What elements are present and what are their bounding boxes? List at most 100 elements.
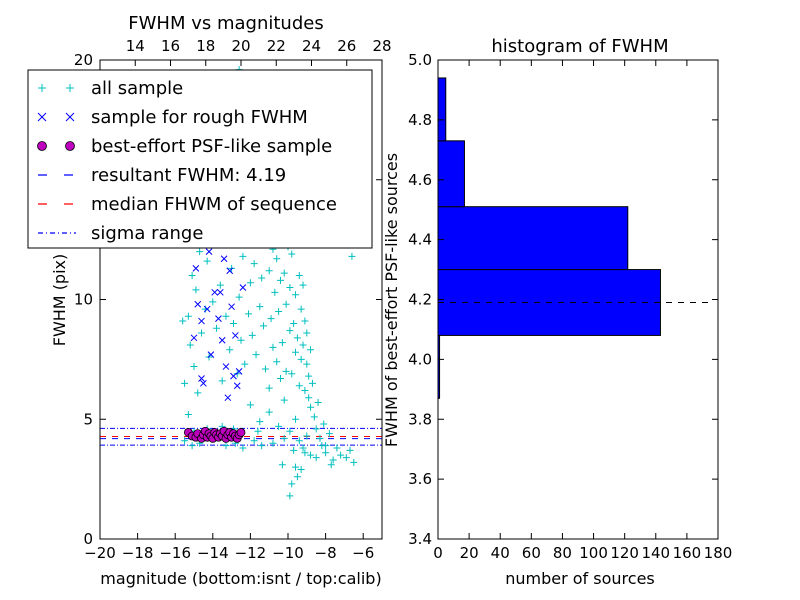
legend-marker-circle xyxy=(37,141,47,151)
rough-sample-point xyxy=(230,372,237,380)
all-sample-point xyxy=(290,319,298,327)
hist-x-tick-label: 180 xyxy=(704,544,733,562)
all-sample-point xyxy=(301,449,309,457)
legend-marker-x xyxy=(65,112,75,122)
all-sample-point xyxy=(254,427,262,435)
all-sample-point xyxy=(292,415,300,423)
all-sample-point xyxy=(222,442,230,450)
hist-y-tick-label: 3.8 xyxy=(408,410,432,428)
rough-sample-point xyxy=(226,267,234,275)
legend-label: resultant FWHM: 4.19 xyxy=(91,165,286,186)
all-sample-point xyxy=(312,454,320,462)
all-sample-point xyxy=(213,324,221,332)
hist-x-tick-label: 140 xyxy=(641,544,670,562)
all-sample-point xyxy=(299,281,307,289)
all-sample-point xyxy=(292,348,300,356)
rough-sample-point xyxy=(215,315,222,323)
legend-entry: sigma range xyxy=(38,223,203,244)
x-tick-label: −14 xyxy=(197,544,229,562)
all-sample-point xyxy=(307,346,315,354)
all-sample-point xyxy=(188,272,196,280)
rough-sample-point xyxy=(207,351,215,358)
hist-x-tick-label: 100 xyxy=(579,544,608,562)
all-sample-point xyxy=(303,329,311,337)
all-sample-point xyxy=(256,418,264,426)
all-sample-point xyxy=(288,480,296,488)
rough-sample-point xyxy=(235,367,243,375)
right-x-axis-label: number of sources xyxy=(505,569,655,588)
all-sample-point xyxy=(280,396,288,404)
rough-sample-point xyxy=(220,255,228,263)
all-sample-point xyxy=(290,446,298,454)
all-sample-point xyxy=(258,442,266,450)
all-sample-point xyxy=(301,387,309,395)
left-chart-title: FWHM vs magnitudes xyxy=(128,13,323,34)
rough-sample-point xyxy=(233,382,241,390)
all-sample-point xyxy=(265,408,273,416)
all-sample-point xyxy=(258,274,266,282)
all-sample-point xyxy=(260,322,268,330)
hist-y-tick-label: 4.6 xyxy=(408,171,432,189)
all-sample-point xyxy=(286,427,294,435)
all-sample-point xyxy=(269,343,277,351)
rough-sample-point xyxy=(190,334,198,342)
all-sample-point xyxy=(237,336,245,344)
all-sample-point xyxy=(293,334,301,342)
right-chart-title: histogram of FWHM xyxy=(491,36,668,57)
all-sample-point xyxy=(308,379,316,387)
all-sample-point xyxy=(181,379,189,387)
legend-box xyxy=(27,69,373,249)
legend-entry: resultant FWHM: 4.19 xyxy=(38,165,286,186)
all-sample-point xyxy=(329,456,337,464)
hist-y-tick-label: 4.4 xyxy=(408,231,432,249)
x-tick-label: −18 xyxy=(122,544,154,562)
hist-x-tick-label: 20 xyxy=(460,544,479,562)
legend-label: best-effort PSF-like sample xyxy=(91,136,332,157)
all-sample-point xyxy=(327,461,335,469)
all-sample-point xyxy=(314,398,322,406)
all-sample-point xyxy=(252,351,260,359)
rough-sample-point xyxy=(192,265,200,272)
legend-label: median FHWM of sequence xyxy=(91,194,337,215)
all-sample-point xyxy=(350,458,358,466)
top-x-tick-label: 14 xyxy=(126,37,145,55)
y-tick-label: 5 xyxy=(83,410,93,428)
all-sample-point xyxy=(305,372,313,380)
fwhm-histogram: histogram of FWHM 0 20 40 60 80 100 120 140 160 1… xyxy=(382,36,732,588)
all-sample-point xyxy=(301,317,309,325)
hist-x-tick-label: 120 xyxy=(610,544,639,562)
left-x-axis-label: magnitude (bottom:isnt / top:calib) xyxy=(100,569,381,588)
all-sample-point xyxy=(269,439,277,447)
histogram-bar xyxy=(438,206,629,271)
all-sample-point xyxy=(333,444,341,452)
all-sample-point xyxy=(322,442,330,450)
all-sample-point xyxy=(276,276,284,284)
hist-y-tick-label: 4.8 xyxy=(408,111,432,129)
left-y-axis-label: FWHM (pix) xyxy=(50,254,69,347)
legend-entry: all sample xyxy=(38,78,183,99)
all-sample-point xyxy=(310,413,318,421)
rough-sample-point xyxy=(211,288,219,296)
all-sample-point xyxy=(184,312,192,320)
rough-sample-point xyxy=(218,336,226,344)
all-sample-point xyxy=(275,307,283,315)
top-x-tick-label: 24 xyxy=(302,37,321,55)
all-sample-point xyxy=(276,375,284,383)
right-y-axis-label: FWHM of best-effort PSF-like sources xyxy=(382,153,401,447)
all-sample-point xyxy=(337,451,345,459)
legend-marker-plus xyxy=(66,84,74,92)
legend-label: sigma range xyxy=(91,223,203,244)
all-sample-point xyxy=(282,367,290,375)
all-sample-point xyxy=(261,365,269,373)
rough-sample-point xyxy=(198,375,205,382)
legend-label: sample for rough FWHM xyxy=(91,107,308,128)
all-sample-point xyxy=(267,315,275,323)
all-sample-point xyxy=(292,463,300,471)
legend-marker-x xyxy=(37,112,47,122)
rough-sample-point xyxy=(224,394,232,402)
legend-entry: best-effort PSF-like sample xyxy=(37,136,332,157)
all-sample-point xyxy=(181,437,189,445)
all-sample-point xyxy=(246,279,254,287)
all-sample-point xyxy=(299,444,307,452)
all-sample-point xyxy=(286,284,294,292)
